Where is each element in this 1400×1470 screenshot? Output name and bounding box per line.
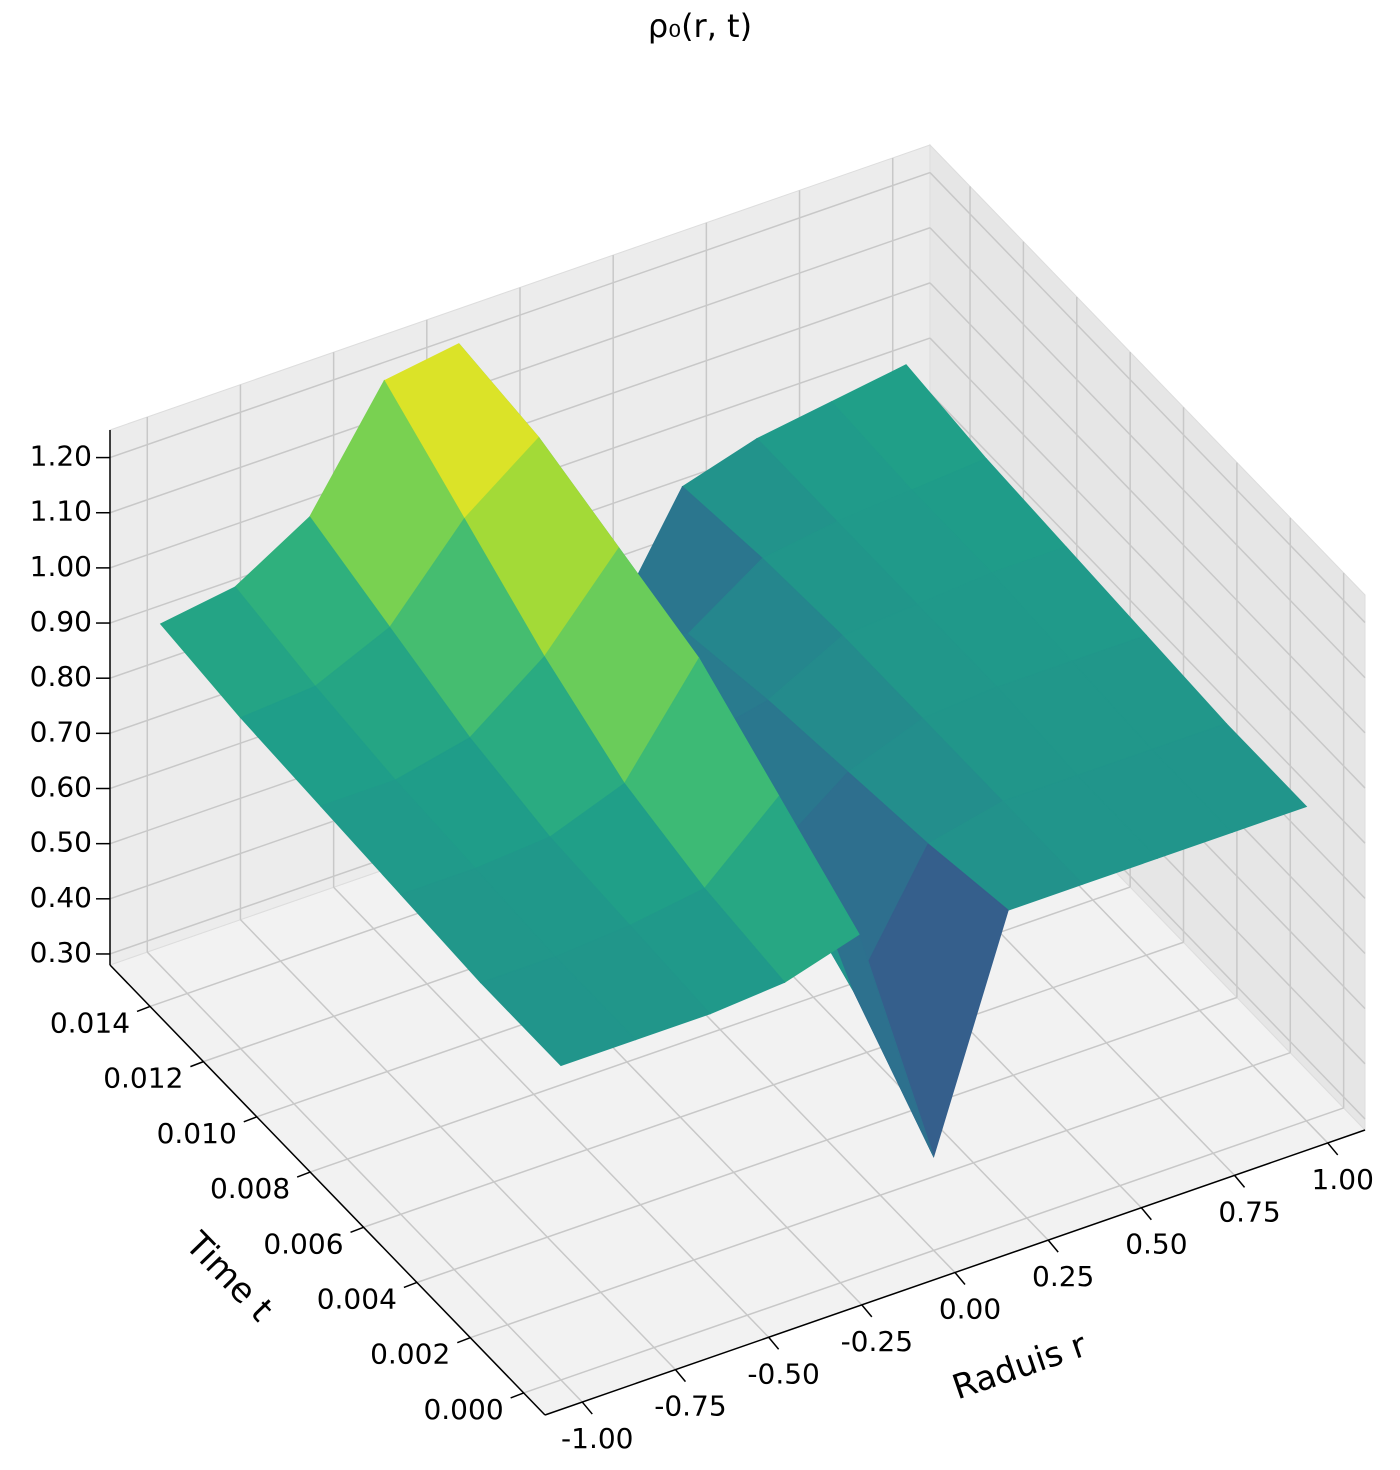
x-tick: [581, 1401, 593, 1415]
z-tick-label: 0.40: [30, 881, 92, 914]
y-tick: [243, 1116, 258, 1123]
grid-line: [929, 392, 1366, 844]
grid-line: [333, 886, 770, 1338]
x-tick: [861, 1304, 873, 1318]
x-tick: [674, 1369, 687, 1383]
y-tick-label: 0.008: [210, 1172, 290, 1205]
x-tick: [768, 1336, 780, 1350]
y-tick-label: 0.012: [103, 1062, 183, 1095]
y-tick-label: 0.002: [370, 1338, 450, 1371]
x-tick: [1047, 1239, 1059, 1253]
grid-line: [363, 941, 1184, 1228]
grid-line: [109, 227, 931, 514]
z-tick-label: 1.20: [30, 440, 92, 473]
grid-line: [929, 227, 1366, 679]
y-tick-label: 0.000: [423, 1393, 503, 1426]
z-tick-label: 0.60: [30, 771, 92, 804]
grid-line: [146, 951, 583, 1403]
grid-line: [239, 919, 676, 1371]
x-tick-label: -0.25: [841, 1325, 913, 1358]
surface-patch: [479, 956, 637, 1067]
y-tick: [457, 1336, 471, 1344]
x-tick-label: 0.50: [1125, 1228, 1187, 1261]
x-tick-label: -0.75: [654, 1390, 726, 1423]
x-tick-label: -1.00: [561, 1422, 633, 1455]
x-tick: [1233, 1174, 1246, 1188]
z-tick-label: 1.10: [30, 495, 92, 528]
grid-line: [470, 1051, 1291, 1339]
x-tick-label: 1.00: [1312, 1163, 1374, 1196]
z-tick-label: 0.30: [30, 936, 92, 969]
y-tick: [403, 1281, 418, 1289]
grid-line: [929, 172, 1366, 624]
grid-line: [523, 1107, 1344, 1394]
y-tick-label: 0.010: [157, 1117, 237, 1150]
x-tick: [954, 1272, 966, 1285]
y-tick-label: 0.004: [317, 1282, 397, 1315]
grid-line: [109, 171, 931, 459]
x-tick-label: 0.25: [1032, 1260, 1094, 1293]
z-tick-label: 0.90: [30, 605, 92, 638]
z-tick-label: 1.00: [30, 550, 92, 583]
z-tick-label: 0.50: [30, 826, 92, 859]
grid-line: [416, 996, 1238, 1284]
z-tick-label: 0.70: [30, 715, 92, 748]
grid-line: [929, 337, 1366, 789]
y-tick: [136, 1005, 151, 1013]
x-axis-label: Raduis r: [947, 1325, 1091, 1408]
x-tick: [1140, 1207, 1152, 1221]
y-tick-label: 0.014: [50, 1006, 130, 1039]
y-tick: [510, 1392, 524, 1399]
x-tick-label: -0.50: [747, 1357, 819, 1390]
chart-title: ρ₀(r, t): [648, 7, 752, 45]
y-tick-label: 0.006: [263, 1227, 343, 1260]
x-tick-label: 0.00: [939, 1293, 1001, 1326]
x-tick: [1327, 1142, 1339, 1156]
z-tick-label: 0.80: [30, 660, 92, 693]
y-tick: [296, 1171, 311, 1178]
x-tick-label: 0.75: [1218, 1195, 1280, 1228]
y-tick: [190, 1060, 204, 1068]
y-axis-line: [109, 964, 546, 1416]
grid-line: [929, 282, 1366, 734]
y-tick: [350, 1226, 364, 1233]
